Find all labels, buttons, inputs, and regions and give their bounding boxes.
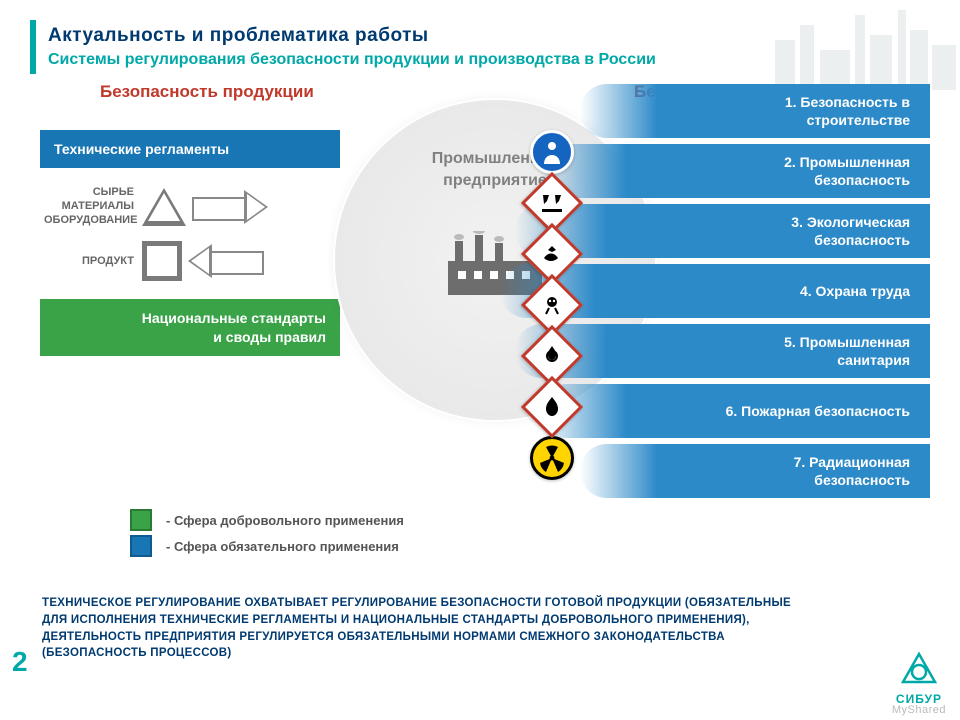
page-number: 2 [12, 646, 28, 678]
arrow-left-icon [188, 246, 264, 276]
swatch-blue [130, 535, 152, 557]
worker-icon [530, 130, 574, 174]
left-column: Технические регламенты СЫРЬЕ МАТЕРИАЛЫ О… [40, 130, 340, 356]
legend-blue-label: - Сфера обязательного применения [166, 539, 399, 554]
logo-icon [897, 650, 941, 690]
fan-item-1: 1. Безопасность в строительстве [580, 84, 930, 138]
legend-blue: - Сфера обязательного применения [130, 535, 404, 557]
diagram-area: Технические регламенты СЫРЬЕ МАТЕРИАЛЫ О… [30, 110, 930, 550]
slide-subtitle: Системы регулирования безопасности проду… [48, 51, 656, 69]
footer-text: ТЕХНИЧЕСКОЕ РЕГУЛИРОВАНИЕ ОХВАТЫВАЕТ РЕГ… [42, 595, 810, 662]
slide: Актуальность и проблематика работы Систе… [0, 0, 960, 720]
flammable-icon [521, 376, 583, 438]
fan-item-7: 7. Радиационная безопасность [580, 444, 930, 498]
fan-item-2: 2. Промышленная безопасность [540, 144, 930, 198]
arrow-right-icon [192, 192, 268, 222]
legend: - Сфера добровольного применения - Сфера… [130, 505, 404, 561]
legend-green-label: - Сфера добровольного применения [166, 513, 404, 528]
slide-title: Актуальность и проблематика работы [48, 25, 656, 47]
brand-logo: СИБУР [896, 650, 942, 706]
tech-regulations-box: Технические регламенты [40, 130, 340, 168]
inputs-row: СЫРЬЕ МАТЕРИАЛЫ ОБОРУДОВАНИЕ [44, 186, 340, 227]
square-icon [142, 241, 182, 281]
inputs-label: СЫРЬЕ МАТЕРИАЛЫ ОБОРУДОВАНИЕ [44, 186, 134, 227]
bg-industrial-silhouette [770, 0, 960, 90]
triangle-icon [142, 188, 186, 226]
legend-green: - Сфера добровольного применения [130, 509, 404, 531]
swatch-green [130, 509, 152, 531]
product-label: ПРОДУКТ [44, 255, 134, 269]
watermark: MyShared [892, 704, 946, 716]
left-column-header: Безопасность продукции [100, 82, 314, 102]
accent-bar [30, 20, 36, 74]
fan-item-6: 6. Пожарная безопасность [540, 384, 930, 438]
radiation-icon [530, 436, 574, 480]
product-row: ПРОДУКТ [44, 241, 340, 281]
hazard-icons-column [530, 130, 574, 480]
national-standards-box: Национальные стандарты и своды правил [40, 299, 340, 355]
